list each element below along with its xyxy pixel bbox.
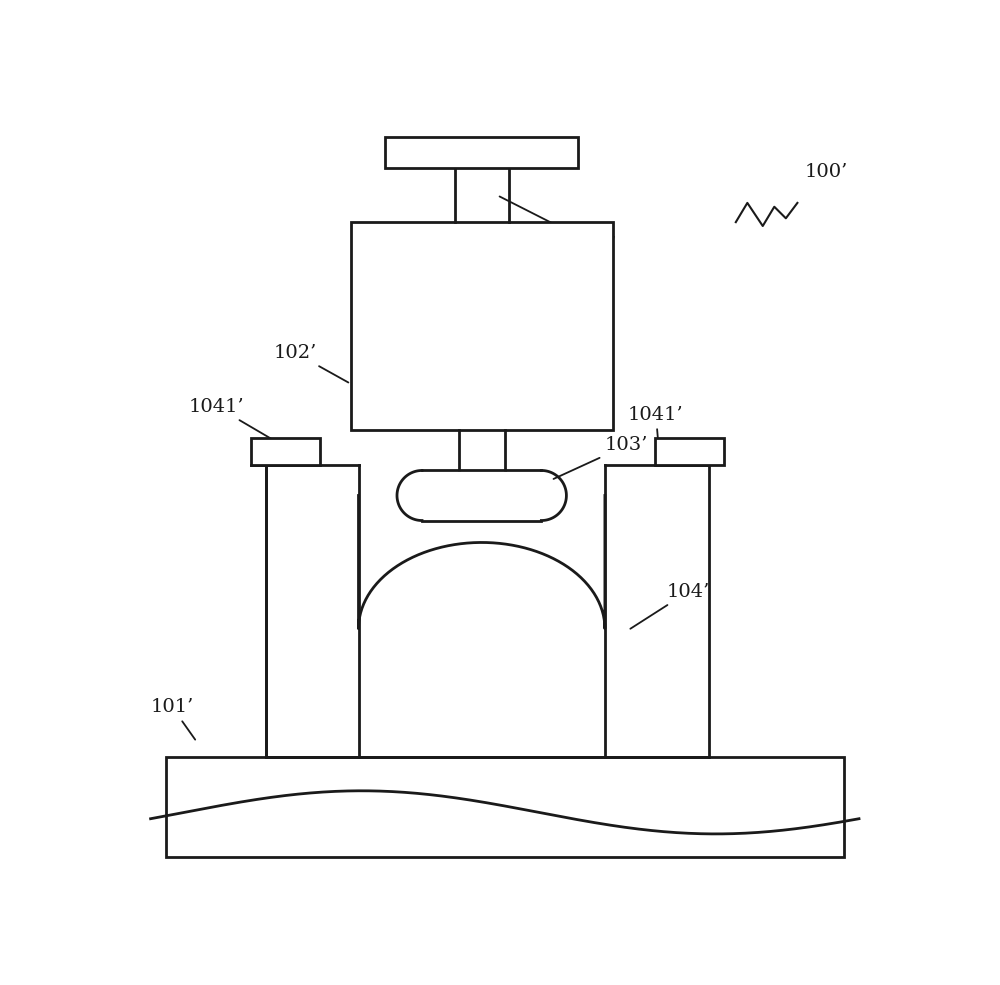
- Bar: [351, 223, 613, 430]
- Text: 104’: 104’: [630, 583, 710, 628]
- Text: 1041’: 1041’: [628, 406, 684, 446]
- Bar: [166, 757, 844, 857]
- Text: 102’: 102’: [274, 344, 348, 382]
- Text: 100’: 100’: [805, 164, 848, 181]
- Bar: [385, 138, 578, 168]
- Text: 101’: 101’: [500, 196, 617, 254]
- Text: 1041’: 1041’: [189, 398, 287, 448]
- Ellipse shape: [397, 471, 566, 520]
- Text: 101’: 101’: [151, 698, 195, 740]
- Bar: [655, 437, 724, 465]
- Text: 103’: 103’: [554, 436, 648, 479]
- Bar: [251, 437, 320, 465]
